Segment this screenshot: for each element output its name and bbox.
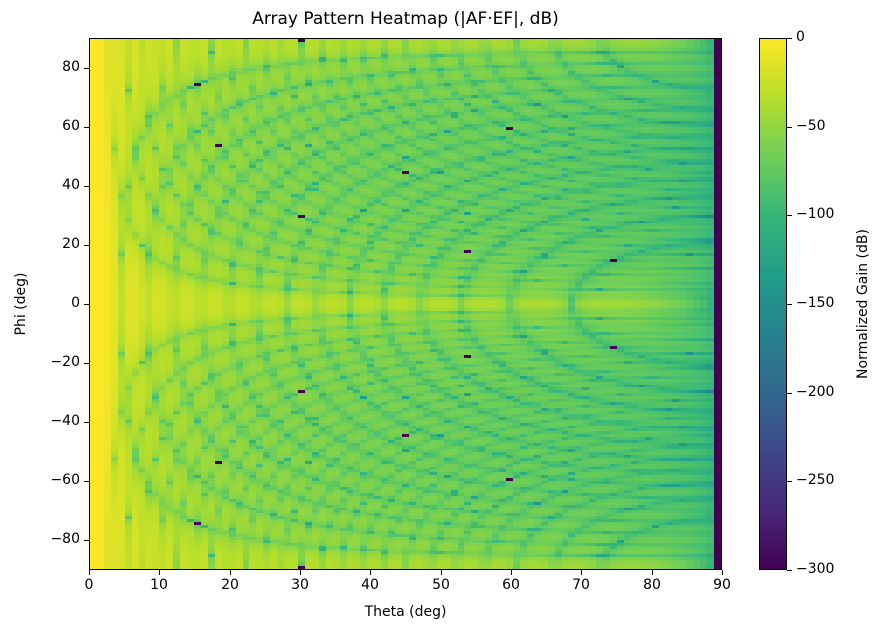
- x-axis-label: Theta (deg): [364, 604, 447, 620]
- x-axis-tick-label: 60: [502, 577, 520, 593]
- heatmap-canvas: [90, 39, 721, 569]
- y-axis-tick-label: −20: [50, 354, 80, 370]
- colorbar-tick-label: −100: [796, 206, 835, 222]
- x-axis-tick-label: 30: [291, 577, 309, 593]
- colorbar-tick-label: −50: [796, 118, 826, 134]
- colorbar-tick-label: 0: [796, 29, 805, 45]
- colorbar-label: Normalized Gain (dB): [855, 229, 871, 379]
- x-axis-tick-label: 40: [361, 577, 379, 593]
- plot-area: [89, 38, 722, 570]
- chart-title: Array Pattern Heatmap (|AF·EF|, dB): [252, 9, 559, 29]
- y-axis-tick-label: 80: [62, 59, 80, 75]
- colorbar-tick-label: −200: [796, 384, 835, 400]
- y-axis-tick: [84, 68, 89, 69]
- y-axis-tick: [84, 422, 89, 423]
- y-axis-tick-label: 40: [62, 177, 80, 193]
- x-axis-tick-label: 70: [572, 577, 590, 593]
- y-axis-tick-label: 60: [62, 118, 80, 134]
- x-axis-tick: [159, 570, 160, 575]
- x-axis-tick-label: 0: [84, 577, 94, 593]
- colorbar-tick: [787, 481, 792, 482]
- y-axis-tick-label: −40: [50, 413, 80, 429]
- colorbar-tick: [787, 570, 792, 571]
- y-axis-tick: [84, 304, 89, 305]
- x-axis-tick: [370, 570, 371, 575]
- y-axis-tick: [84, 481, 89, 482]
- colorbar-tick-label: −300: [796, 561, 835, 577]
- x-axis-tick: [652, 570, 653, 575]
- y-axis-tick: [84, 363, 89, 364]
- colorbar-tick-label: −150: [796, 295, 835, 311]
- x-axis-tick: [300, 570, 301, 575]
- y-axis-tick: [84, 245, 89, 246]
- x-axis-tick: [722, 570, 723, 575]
- colorbar-tick: [787, 38, 792, 39]
- x-axis-tick-label: 20: [221, 577, 239, 593]
- y-axis-tick-label: 20: [62, 236, 80, 252]
- y-axis-tick-label: 0: [71, 295, 80, 311]
- colorbar-gradient: [759, 38, 787, 570]
- x-axis-tick: [441, 570, 442, 575]
- y-axis-tick: [84, 540, 89, 541]
- y-axis-tick: [84, 186, 89, 187]
- x-axis-tick-label: 10: [150, 577, 168, 593]
- colorbar-tick: [787, 127, 792, 128]
- x-axis-tick: [89, 570, 90, 575]
- x-axis-tick: [581, 570, 582, 575]
- y-axis-tick: [84, 127, 89, 128]
- colorbar-tick: [787, 215, 792, 216]
- colorbar-tick-label: −250: [796, 472, 835, 488]
- x-axis-tick: [230, 570, 231, 575]
- x-axis-tick-label: 50: [432, 577, 450, 593]
- x-axis-tick-label: 80: [643, 577, 661, 593]
- x-axis-tick-label: 90: [713, 577, 731, 593]
- x-axis-tick: [511, 570, 512, 575]
- colorbar-tick: [787, 393, 792, 394]
- y-axis-tick-label: −60: [50, 472, 80, 488]
- y-axis-tick-label: −80: [50, 531, 80, 547]
- colorbar-tick: [787, 304, 792, 305]
